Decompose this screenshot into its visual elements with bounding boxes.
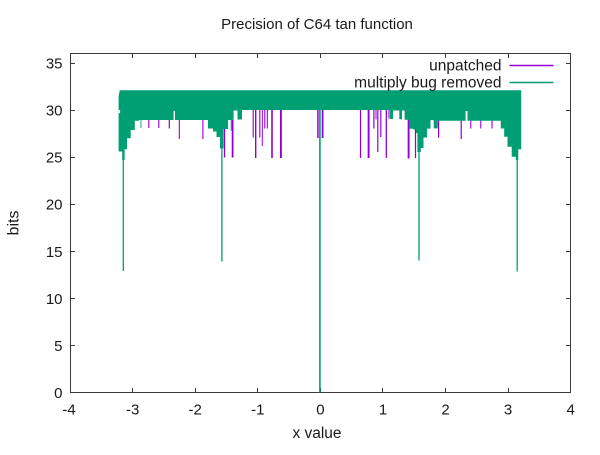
svg-text:-1: -1	[251, 402, 264, 419]
svg-text:-2: -2	[189, 402, 202, 419]
svg-text:15: 15	[46, 244, 63, 261]
svg-text:unpatched: unpatched	[429, 57, 501, 74]
svg-text:3: 3	[504, 402, 512, 419]
svg-text:-3: -3	[126, 402, 139, 419]
svg-text:2: 2	[441, 402, 449, 419]
svg-text:0: 0	[54, 385, 62, 402]
svg-text:4: 4	[567, 402, 575, 419]
svg-text:0: 0	[316, 402, 324, 419]
svg-text:5: 5	[54, 338, 62, 355]
svg-text:multiply bug removed: multiply bug removed	[354, 74, 501, 91]
svg-text:10: 10	[46, 291, 63, 308]
svg-text:20: 20	[46, 197, 63, 214]
svg-text:Precision of C64 tan function: Precision of C64 tan function	[221, 16, 413, 33]
svg-text:bits: bits	[6, 211, 23, 236]
svg-text:25: 25	[46, 150, 63, 167]
svg-text:1: 1	[379, 402, 387, 419]
svg-text:-4: -4	[62, 402, 75, 419]
svg-text:30: 30	[46, 103, 63, 120]
svg-text:x value: x value	[292, 425, 341, 442]
svg-text:35: 35	[46, 55, 63, 72]
